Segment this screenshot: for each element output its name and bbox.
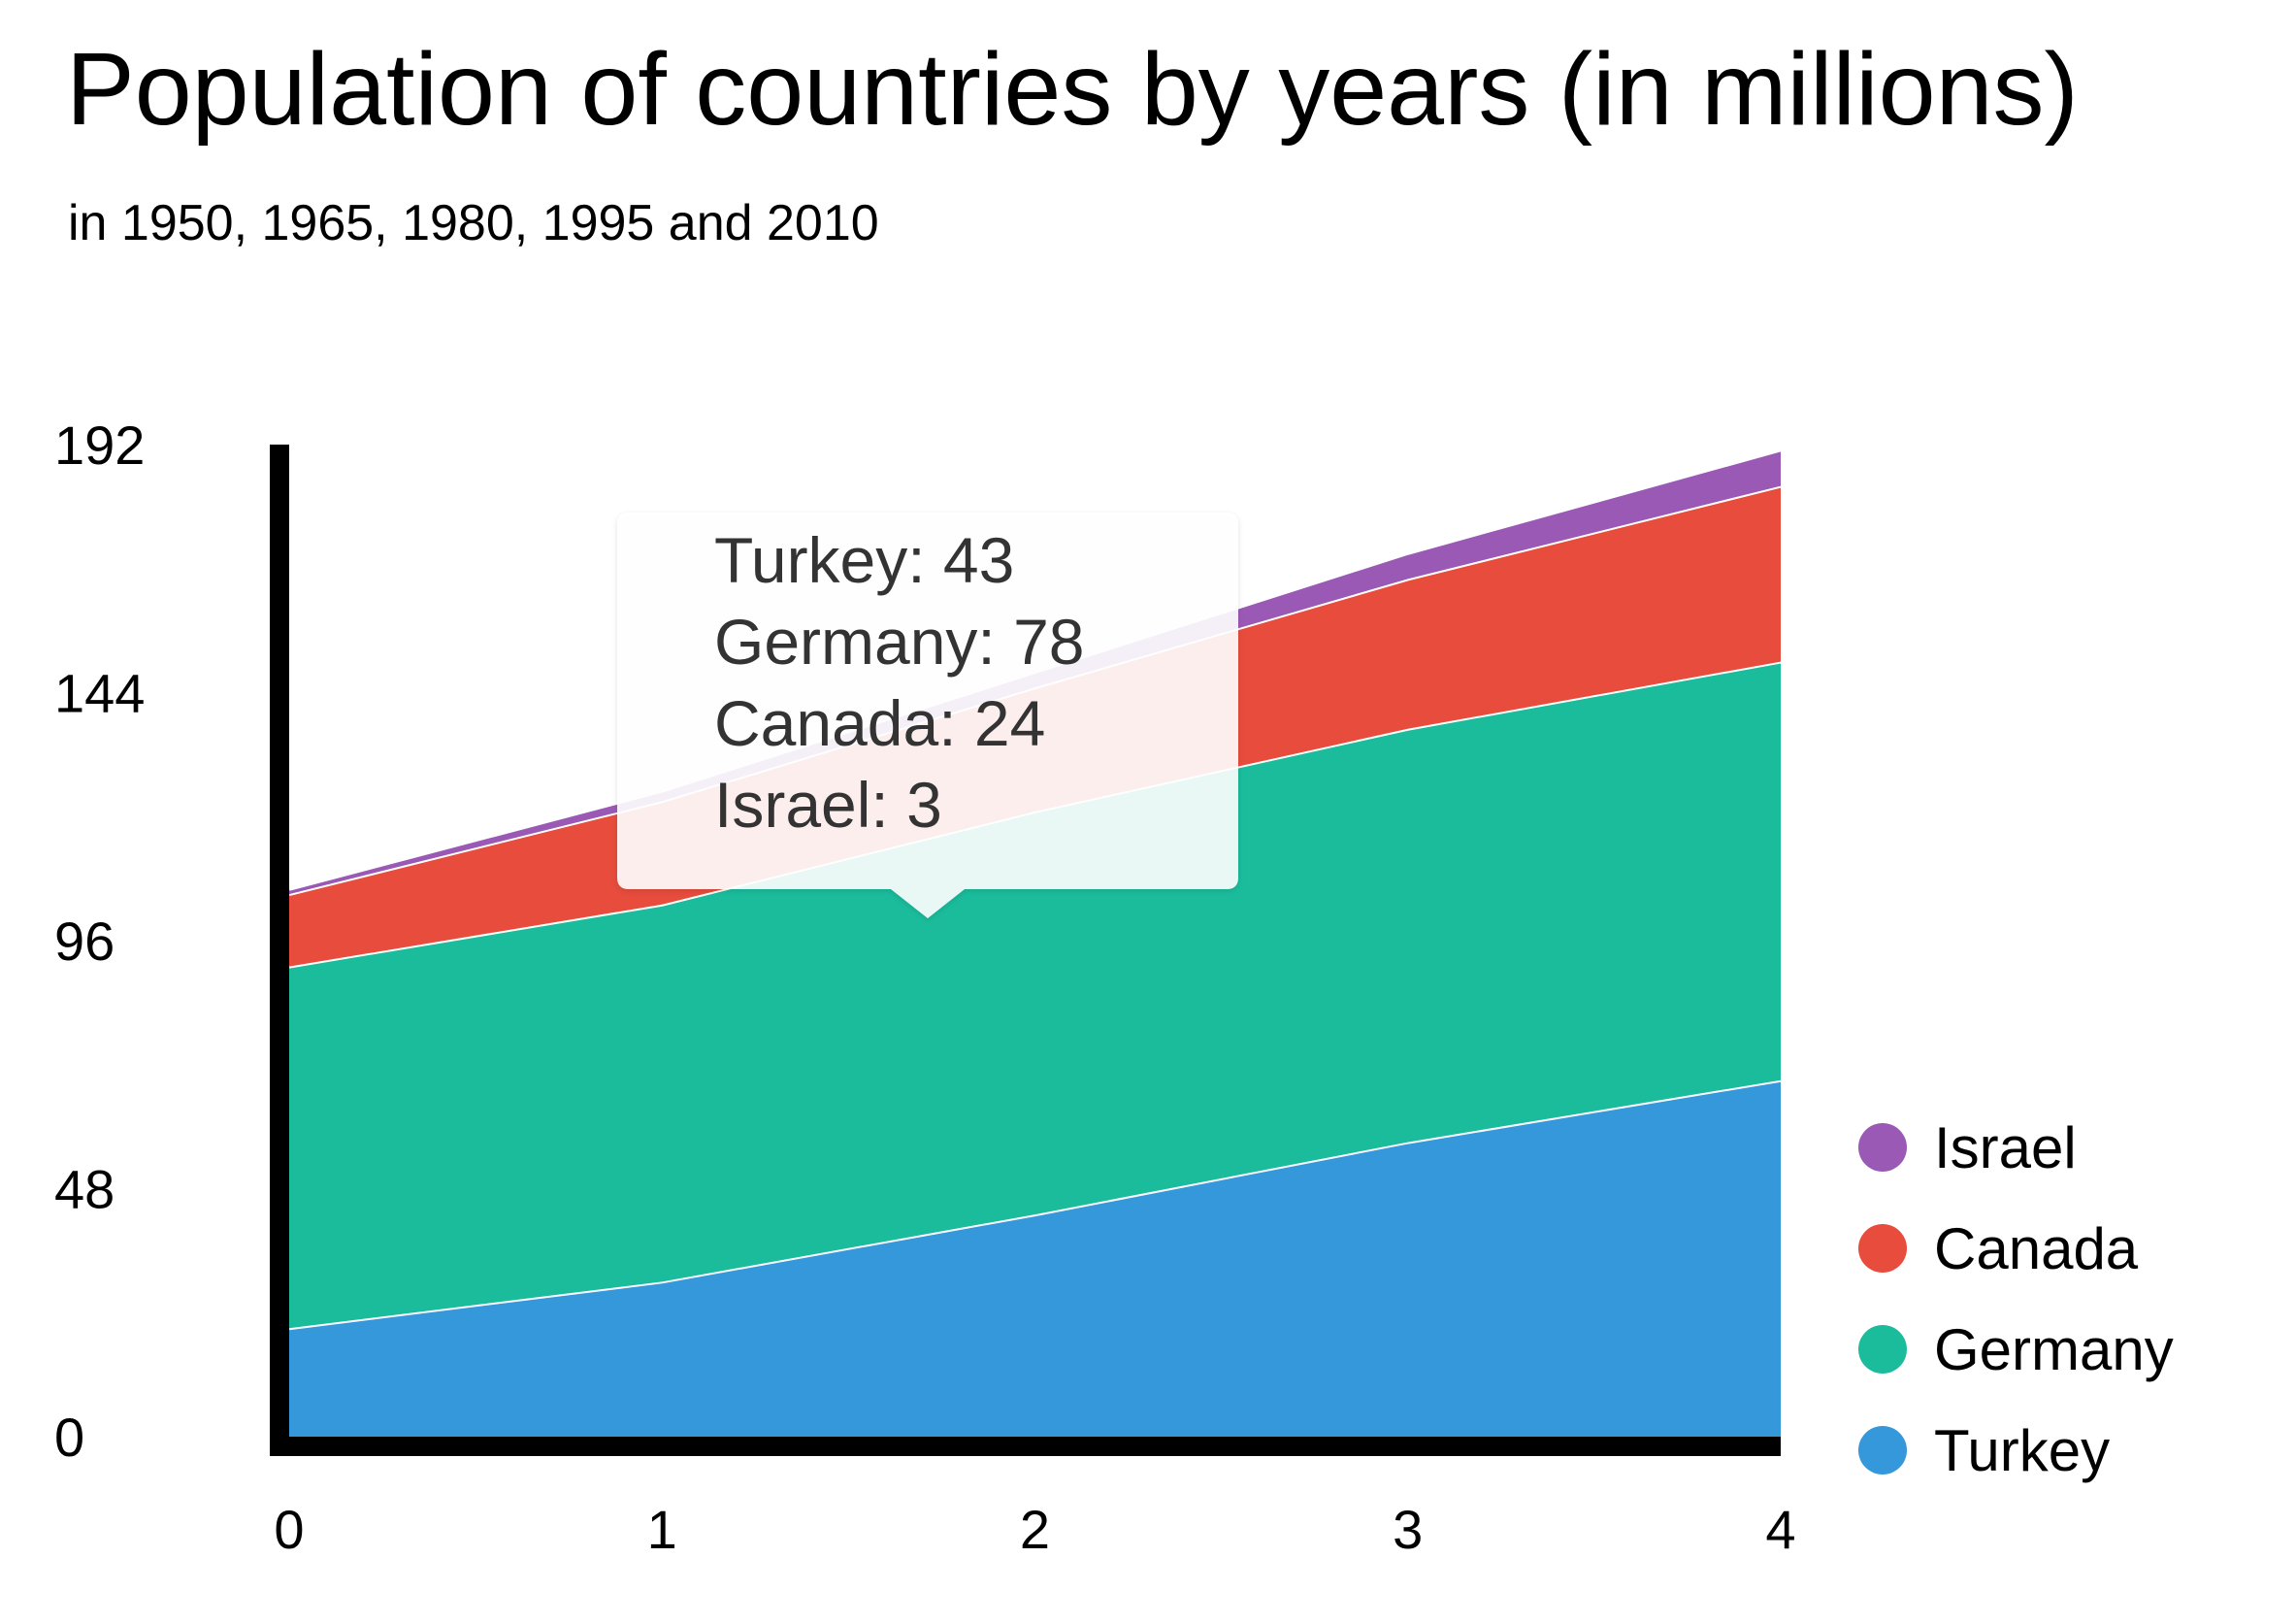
y-tick-label: 192 bbox=[54, 414, 145, 476]
x-tick-labels: 0 1 2 3 4 bbox=[274, 1499, 1795, 1560]
x-tick-label: 3 bbox=[1393, 1499, 1423, 1560]
legend-swatch bbox=[1858, 1325, 1907, 1374]
tooltip-line: Canada: 24 bbox=[714, 687, 1045, 759]
legend-label: Turkey bbox=[1934, 1418, 2110, 1483]
x-tick-label: 4 bbox=[1765, 1499, 1795, 1560]
y-tick-label: 96 bbox=[54, 911, 115, 972]
axes bbox=[270, 445, 1781, 1456]
legend-label: Israel bbox=[1934, 1115, 2077, 1180]
tooltip: Turkey: 43 Germany: 78 Canada: 24 Israel: 3 bbox=[617, 513, 1238, 918]
legend-label: Canada bbox=[1934, 1216, 2139, 1281]
x-tick-label: 2 bbox=[1020, 1499, 1050, 1560]
tooltip-line: Germany: 78 bbox=[714, 606, 1085, 678]
y-tick-label: 144 bbox=[54, 663, 145, 724]
legend-item-germany[interactable]: Germany bbox=[1858, 1317, 2174, 1382]
y-tick-labels: 0 48 96 144 192 bbox=[54, 414, 145, 1468]
area-germany[interactable] bbox=[289, 661, 1781, 1329]
legend-item-turkey[interactable]: Turkey bbox=[1858, 1418, 2110, 1483]
chart-subtitle: in 1950, 1965, 1980, 1995 and 2010 bbox=[68, 195, 879, 251]
x-tick-label: 0 bbox=[274, 1499, 304, 1560]
legend-swatch bbox=[1858, 1224, 1907, 1273]
chart-title: Population of countries by years (in mil… bbox=[66, 32, 2079, 147]
legend-swatch bbox=[1858, 1426, 1907, 1475]
legend-label: Germany bbox=[1934, 1317, 2174, 1382]
legend-swatch bbox=[1858, 1123, 1907, 1172]
y-tick-label: 0 bbox=[54, 1407, 84, 1468]
tooltip-line: Israel: 3 bbox=[714, 769, 942, 841]
area-turkey[interactable] bbox=[289, 1079, 1781, 1437]
legend-item-canada[interactable]: Canada bbox=[1858, 1216, 2139, 1281]
legend-item-israel[interactable]: Israel bbox=[1858, 1115, 2077, 1180]
tooltip-line: Turkey: 43 bbox=[714, 524, 1014, 596]
y-tick-label: 48 bbox=[54, 1159, 115, 1220]
legend: Israel Canada Germany Turkey bbox=[1858, 1115, 2174, 1483]
x-tick-label: 1 bbox=[647, 1499, 677, 1560]
tooltip-box bbox=[617, 513, 1238, 918]
